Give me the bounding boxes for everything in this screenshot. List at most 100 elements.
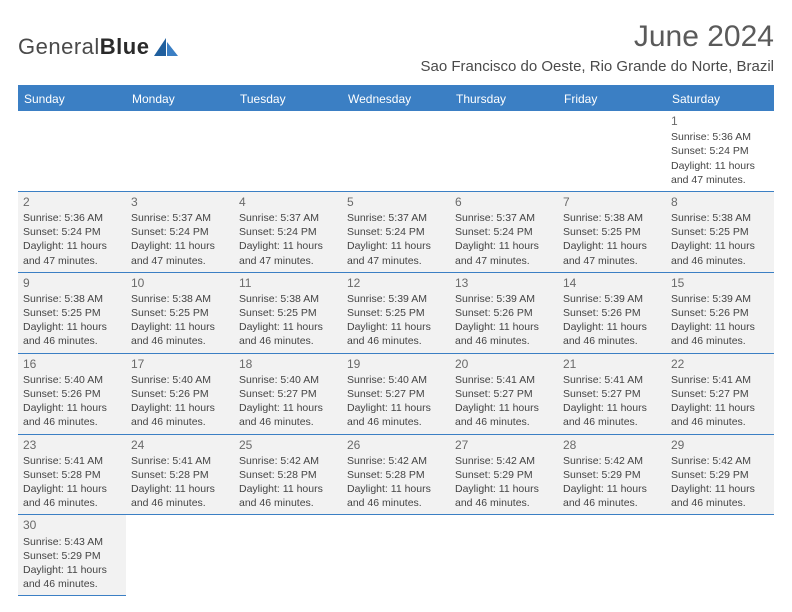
daylight-line: Daylight: 11 hours and 46 minutes.: [347, 482, 445, 510]
sunset-line: Sunset: 5:26 PM: [131, 387, 229, 401]
day-number: 9: [23, 275, 121, 291]
daylight-line: Daylight: 11 hours and 46 minutes.: [347, 401, 445, 429]
day-number: 16: [23, 356, 121, 372]
daylight-line: Daylight: 11 hours and 46 minutes.: [23, 401, 121, 429]
sunrise-line: Sunrise: 5:42 AM: [239, 454, 337, 468]
sunrise-line: Sunrise: 5:40 AM: [131, 373, 229, 387]
calendar-cell: 8Sunrise: 5:38 AMSunset: 5:25 PMDaylight…: [666, 192, 774, 273]
sunset-line: Sunset: 5:28 PM: [239, 468, 337, 482]
sunset-line: Sunset: 5:24 PM: [671, 144, 769, 158]
daylight-line: Daylight: 11 hours and 46 minutes.: [455, 320, 553, 348]
calendar-cell: [558, 515, 666, 596]
month-title: June 2024: [421, 20, 775, 54]
daylight-line: Daylight: 11 hours and 47 minutes.: [671, 159, 769, 187]
sunrise-line: Sunrise: 5:37 AM: [239, 211, 337, 225]
sunrise-line: Sunrise: 5:36 AM: [23, 211, 121, 225]
day-number: 24: [131, 437, 229, 453]
header-row: GeneralBlue June 2024 Sao Francisco do O…: [18, 20, 774, 83]
daylight-line: Daylight: 11 hours and 47 minutes.: [347, 239, 445, 267]
calendar-cell: 5Sunrise: 5:37 AMSunset: 5:24 PMDaylight…: [342, 192, 450, 273]
sunset-line: Sunset: 5:28 PM: [347, 468, 445, 482]
calendar-cell: [18, 111, 126, 192]
calendar-body: 1Sunrise: 5:36 AMSunset: 5:24 PMDaylight…: [18, 111, 774, 596]
daylight-line: Daylight: 11 hours and 46 minutes.: [563, 482, 661, 510]
calendar-cell: 14Sunrise: 5:39 AMSunset: 5:26 PMDayligh…: [558, 273, 666, 354]
day-number: 23: [23, 437, 121, 453]
daylight-line: Daylight: 11 hours and 46 minutes.: [239, 401, 337, 429]
sunset-line: Sunset: 5:24 PM: [455, 225, 553, 239]
daylight-line: Daylight: 11 hours and 47 minutes.: [23, 239, 121, 267]
calendar-cell: [126, 515, 234, 596]
logo-text: GeneralBlue: [18, 34, 149, 60]
sunrise-line: Sunrise: 5:39 AM: [671, 292, 769, 306]
daylight-line: Daylight: 11 hours and 46 minutes.: [23, 482, 121, 510]
day-number: 4: [239, 194, 337, 210]
sunrise-line: Sunrise: 5:38 AM: [563, 211, 661, 225]
calendar-cell: 29Sunrise: 5:42 AMSunset: 5:29 PMDayligh…: [666, 435, 774, 516]
day-number: 11: [239, 275, 337, 291]
daylight-line: Daylight: 11 hours and 46 minutes.: [455, 482, 553, 510]
sunset-line: Sunset: 5:24 PM: [239, 225, 337, 239]
calendar-cell: 2Sunrise: 5:36 AMSunset: 5:24 PMDaylight…: [18, 192, 126, 273]
sunrise-line: Sunrise: 5:42 AM: [671, 454, 769, 468]
weekday-header: Wednesday: [342, 87, 450, 111]
weekday-header: Saturday: [666, 87, 774, 111]
weekday-header: Monday: [126, 87, 234, 111]
calendar-cell: 4Sunrise: 5:37 AMSunset: 5:24 PMDaylight…: [234, 192, 342, 273]
sunset-line: Sunset: 5:25 PM: [239, 306, 337, 320]
daylight-line: Daylight: 11 hours and 46 minutes.: [671, 239, 769, 267]
day-number: 12: [347, 275, 445, 291]
sunrise-line: Sunrise: 5:41 AM: [563, 373, 661, 387]
daylight-line: Daylight: 11 hours and 46 minutes.: [563, 401, 661, 429]
sunset-line: Sunset: 5:26 PM: [671, 306, 769, 320]
sunset-line: Sunset: 5:29 PM: [455, 468, 553, 482]
sunset-line: Sunset: 5:27 PM: [347, 387, 445, 401]
calendar-cell: [342, 515, 450, 596]
calendar-cell: 9Sunrise: 5:38 AMSunset: 5:25 PMDaylight…: [18, 273, 126, 354]
day-number: 8: [671, 194, 769, 210]
calendar-cell: 3Sunrise: 5:37 AMSunset: 5:24 PMDaylight…: [126, 192, 234, 273]
day-number: 14: [563, 275, 661, 291]
weekday-header: Friday: [558, 87, 666, 111]
sunset-line: Sunset: 5:25 PM: [671, 225, 769, 239]
logo-sail-icon: [152, 36, 180, 58]
day-number: 18: [239, 356, 337, 372]
sunset-line: Sunset: 5:28 PM: [23, 468, 121, 482]
title-block: June 2024 Sao Francisco do Oeste, Rio Gr…: [421, 20, 775, 83]
sunrise-line: Sunrise: 5:37 AM: [455, 211, 553, 225]
daylight-line: Daylight: 11 hours and 46 minutes.: [131, 320, 229, 348]
sunrise-line: Sunrise: 5:42 AM: [455, 454, 553, 468]
calendar-cell: 25Sunrise: 5:42 AMSunset: 5:28 PMDayligh…: [234, 435, 342, 516]
day-number: 30: [23, 517, 121, 533]
day-number: 10: [131, 275, 229, 291]
sunset-line: Sunset: 5:29 PM: [563, 468, 661, 482]
calendar-cell: 11Sunrise: 5:38 AMSunset: 5:25 PMDayligh…: [234, 273, 342, 354]
sunset-line: Sunset: 5:27 PM: [455, 387, 553, 401]
calendar-cell: [666, 515, 774, 596]
calendar-cell: [450, 111, 558, 192]
calendar-cell: [126, 111, 234, 192]
day-number: 27: [455, 437, 553, 453]
day-number: 6: [455, 194, 553, 210]
day-number: 1: [671, 113, 769, 129]
daylight-line: Daylight: 11 hours and 46 minutes.: [671, 401, 769, 429]
sunrise-line: Sunrise: 5:38 AM: [671, 211, 769, 225]
calendar-cell: 30Sunrise: 5:43 AMSunset: 5:29 PMDayligh…: [18, 515, 126, 596]
day-number: 26: [347, 437, 445, 453]
sunrise-line: Sunrise: 5:38 AM: [23, 292, 121, 306]
day-number: 5: [347, 194, 445, 210]
logo-text-2: Blue: [100, 34, 150, 59]
sunrise-line: Sunrise: 5:40 AM: [347, 373, 445, 387]
sunrise-line: Sunrise: 5:40 AM: [239, 373, 337, 387]
sunset-line: Sunset: 5:29 PM: [671, 468, 769, 482]
calendar-cell: 27Sunrise: 5:42 AMSunset: 5:29 PMDayligh…: [450, 435, 558, 516]
sunset-line: Sunset: 5:24 PM: [131, 225, 229, 239]
sunrise-line: Sunrise: 5:37 AM: [347, 211, 445, 225]
location: Sao Francisco do Oeste, Rio Grande do No…: [421, 58, 775, 75]
calendar-cell: [342, 111, 450, 192]
weekday-header: Thursday: [450, 87, 558, 111]
sunset-line: Sunset: 5:29 PM: [23, 549, 121, 563]
daylight-line: Daylight: 11 hours and 47 minutes.: [455, 239, 553, 267]
daylight-line: Daylight: 11 hours and 46 minutes.: [239, 320, 337, 348]
calendar-cell: 17Sunrise: 5:40 AMSunset: 5:26 PMDayligh…: [126, 354, 234, 435]
